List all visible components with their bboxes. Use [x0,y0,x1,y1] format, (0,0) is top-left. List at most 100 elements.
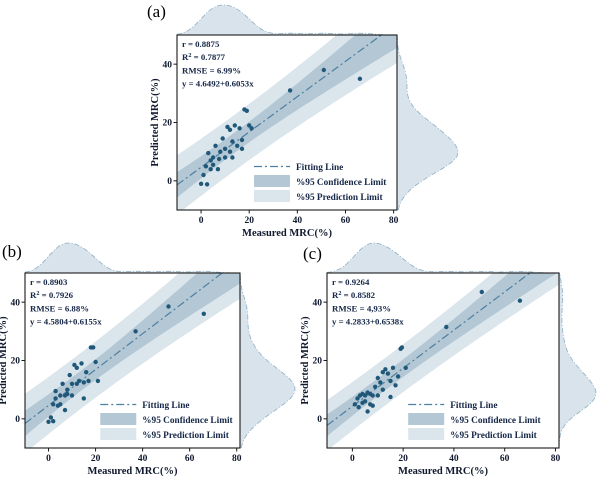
scatter-point [53,388,58,394]
x-tick-label: 40 [449,454,459,464]
scatter-point [65,387,70,392]
scatter-point [206,150,211,156]
scatter-point [390,365,396,370]
legend-conf-swatch [100,413,137,425]
stats-rmse: RMSE = 6.88% [30,303,89,313]
legend-label: %95 Prediction Limit [296,193,383,203]
right-density-fill [397,35,458,210]
scatter-point [352,402,358,407]
scatter-point [81,380,87,385]
scatter-point [230,139,235,144]
right-density-curve [239,272,296,449]
scatter-point [380,387,385,392]
scatter-point [58,393,63,398]
scatter-point [210,155,216,160]
stats-rmse: RMSE = 4,93% [332,303,391,313]
scatter-point [166,304,171,309]
top-density-fill [177,5,397,35]
x-axis-label: Measured MRC(%) [88,466,178,477]
x-tick-label: 80 [389,216,399,226]
scatter-point [244,108,249,114]
scatter-point [198,181,204,186]
x-tick-label: 0 [350,454,355,464]
scatter-point [230,155,235,160]
scatter-point [321,67,326,73]
scatter-point [357,76,363,82]
scatter-point [222,155,228,160]
scatter-point [69,381,75,386]
scatter-point [86,378,91,384]
panel-a: 0 20 40 60 80 0 20 40 Measured MRC(%) Predicted M… [150,4,459,239]
x-tick-label: 60 [341,216,351,226]
scatter-point [370,403,375,408]
y-tick-label: 20 [313,357,323,367]
scatter-point [383,367,388,372]
plot-area [327,273,559,448]
scatter-point [74,365,80,370]
scatter-point [239,146,245,151]
scatter-point [375,375,380,381]
y-tick-label: 40 [11,298,21,308]
top-density-fill [327,243,559,273]
x-tick-label: 80 [551,454,561,464]
y-tick-label: 0 [167,177,172,187]
prediction-band [327,273,559,448]
right-density-fill [559,273,596,448]
scatter-point [227,127,233,132]
top-density-curve [326,242,559,274]
legend-label: %95 Confidence Limit [450,416,541,426]
scatter-point [220,136,225,141]
scatter-point [215,167,221,172]
legend-pred-swatch [408,428,445,440]
scatter-point [67,372,72,378]
stats-r2: R2 = 0.8582 [332,290,376,300]
y-tick-label: 0 [15,415,20,425]
scatter-point [213,143,218,148]
panel-b: 0 20 40 60 80 0 20 40 Measured MRC(%) Predicted M… [0,242,296,477]
stats-r2: R2 = 0.7877 [182,52,226,62]
scatter-point [365,409,370,414]
scatter-point [222,146,228,151]
stats-r: r = 0.8903 [30,277,68,287]
legend-label: Fitting Line [142,401,189,411]
scatter-point [53,396,58,401]
legend-label: %95 Prediction Limit [450,431,537,441]
scatter-point [373,384,378,389]
stats-equation: y = 4.2833+0.6538x [332,317,404,327]
x-tick-label: 20 [91,454,101,464]
stats-r: r = 0.8875 [182,39,220,49]
x-tick-label: 40 [138,454,148,464]
y-axis-label: Predicted MRC(%) [150,78,161,167]
y-tick-label: 20 [163,119,173,129]
y-tick-label: 0 [317,415,322,425]
scatter-point [72,362,77,368]
panel-c: 0 20 40 60 80 0 20 40 Measured MRC(%) Predicted M… [300,242,597,477]
stats-equation: y = 4.5804+0.6155x [30,317,102,327]
scatter-point [362,399,368,404]
scatter-point [210,162,216,167]
x-tick-label: 0 [199,216,204,226]
y-tick-label: 20 [11,357,21,367]
scatter-point [479,289,484,295]
scatter-point [517,298,523,303]
legend-label: %95 Confidence Limit [296,178,387,188]
legend-conf-swatch [254,175,290,187]
scatter-point [51,419,56,424]
scatter-point [355,396,360,401]
stats-r2: R2 = 0.7926 [30,290,74,300]
confidence-band [25,273,240,437]
y-tick-label: 40 [313,298,323,308]
scatter-point [91,345,96,350]
scatter-point [95,378,101,384]
scatter-point [378,380,383,385]
scatter-point [385,371,391,376]
scatter-point [51,402,56,407]
scatter-point [380,370,385,375]
stats-rmse: RMSE = 6.99% [182,65,241,75]
panel-label-b: (b) [2,242,22,261]
legend-conf-swatch [408,413,445,425]
scatter-point [237,126,242,131]
legend-label: %95 Prediction Limit [142,431,229,441]
right-density-fill [240,273,295,448]
